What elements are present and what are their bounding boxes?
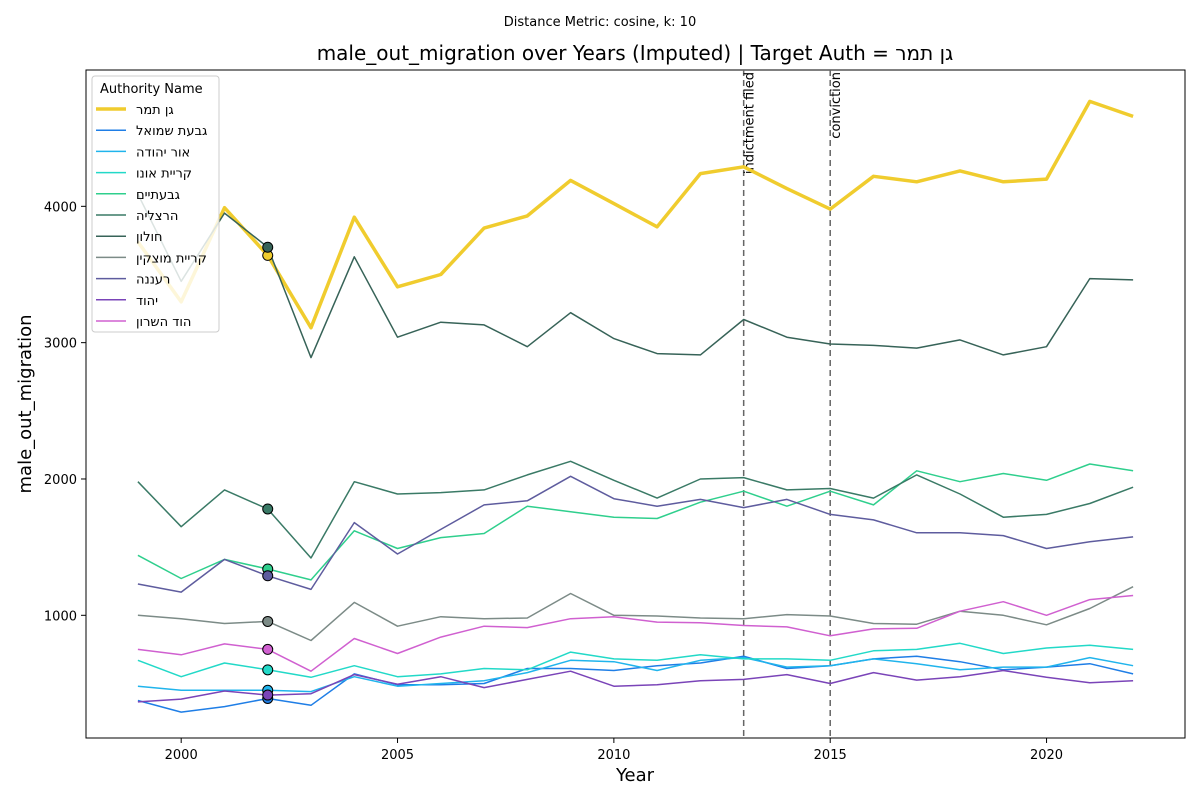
- y-tick-label: 2000: [44, 473, 77, 488]
- legend-label: קריית אונו: [136, 167, 192, 182]
- series-line: [137, 463, 1134, 581]
- series-line: [137, 475, 1134, 593]
- imputed-points: [262, 241, 274, 704]
- event-label: indictment filed: [743, 72, 758, 174]
- legend-label: גבעת שמואל: [136, 124, 207, 139]
- series-line: [137, 586, 1134, 642]
- legend-label: גבעתיים: [136, 188, 180, 203]
- x-axis-label: Year: [615, 765, 655, 786]
- chart-title: male_out_migration over Years (Imputed) …: [317, 41, 954, 65]
- imputed-point: [262, 643, 274, 655]
- imputed-point: [262, 241, 274, 253]
- legend-label: קריית מוצקין: [136, 251, 207, 266]
- legend-label: גן תמר: [136, 103, 174, 118]
- y-tick-label: 4000: [44, 200, 77, 215]
- imputed-point: [262, 689, 274, 701]
- x-axis: 2000 2005 2010 2015 2020: [165, 738, 1063, 763]
- y-tick-label: 3000: [44, 337, 77, 352]
- imputed-point: [262, 615, 274, 627]
- legend-label: חולון: [136, 230, 163, 245]
- imputed-point: [262, 664, 274, 676]
- x-tick-label: 2010: [597, 748, 630, 763]
- series-line: [137, 656, 1134, 693]
- legend-box: [91, 75, 220, 333]
- series-line: [137, 642, 1134, 679]
- legend-label: אור יהודה: [136, 145, 190, 160]
- y-axis: 1000 2000 3000 4000: [44, 200, 86, 624]
- y-axis-label: male_out_migration: [15, 315, 36, 494]
- series-line: [137, 460, 1134, 559]
- plot-area: [85, 69, 1186, 739]
- chart-suptitle: Distance Metric: cosine, k: 10: [504, 15, 696, 30]
- x-tick-label: 2005: [381, 748, 414, 763]
- series-line: [137, 594, 1134, 672]
- legend-title: Authority Name: [100, 82, 203, 97]
- legend-label: יהוד: [136, 294, 158, 309]
- legend-label: הוד השרון: [136, 315, 191, 330]
- series-line: [137, 193, 1134, 359]
- x-tick-label: 2000: [165, 748, 198, 763]
- legend-label: הרצליה: [136, 209, 178, 224]
- x-tick-label: 2015: [814, 748, 847, 763]
- series-line: [137, 655, 1134, 713]
- imputed-point: [262, 503, 274, 515]
- legend-label: רעננה: [136, 273, 170, 288]
- imputed-point: [262, 570, 274, 582]
- series-lines: [136, 99, 1134, 713]
- plot-frame: [85, 69, 1186, 739]
- series-line: [136, 99, 1134, 330]
- y-tick-label: 1000: [44, 609, 77, 624]
- x-tick-label: 2020: [1030, 748, 1063, 763]
- series-line: [137, 669, 1134, 703]
- event-markers: indictment filed conviction: [743, 70, 844, 738]
- event-label: conviction: [829, 72, 844, 139]
- legend: Authority Name גן תמר גבעת שמואל אור יהודה ק…: [91, 75, 220, 333]
